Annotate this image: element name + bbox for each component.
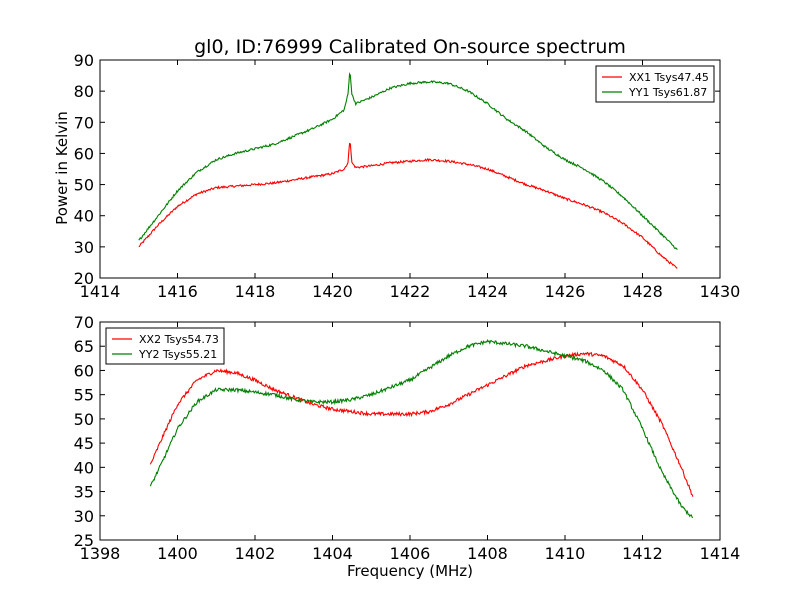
legend: XX2 Tsys54.73 YY2 Tsys55.21 (105, 327, 225, 365)
series-line-2 (149, 338, 694, 519)
x-tick-label: 1414 (80, 282, 121, 301)
y-tick-label: 40 (74, 207, 94, 226)
y-tick-label: 30 (74, 238, 94, 257)
y-tick-label: 50 (74, 410, 94, 429)
x-tick-label: 1416 (157, 282, 198, 301)
y-tick-label: 20 (74, 269, 94, 288)
x-tick-label: 1428 (622, 282, 663, 301)
series-line-2 (138, 72, 678, 251)
y-axis-label: Power in Kelvin (53, 111, 71, 225)
x-tick-label: 1402 (235, 544, 276, 563)
y-tick-label: 70 (74, 113, 94, 132)
y-tick-label: 80 (74, 82, 94, 101)
series-line-1 (149, 351, 694, 497)
x-tick-label: 1410 (545, 544, 586, 563)
x-tick-label: 1430 (700, 282, 741, 301)
y-tick-label: 40 (74, 458, 94, 477)
x-tick-label: 1424 (467, 282, 508, 301)
legend-entry: XX1 Tsys47.45 (629, 71, 709, 84)
y-tick-label: 50 (74, 176, 94, 195)
y-tick-label: 60 (74, 144, 94, 163)
x-tick-label: 1422 (390, 282, 431, 301)
x-tick-label: 1398 (80, 544, 121, 563)
legend-box (595, 65, 715, 103)
chart-title: gl0, ID:76999 Calibrated On-source spect… (194, 36, 626, 58)
y-tick-label: 70 (74, 313, 94, 332)
legend-box (105, 327, 225, 365)
y-tick-label: 65 (74, 337, 94, 356)
x-axis-label: Frequency (MHz) (347, 562, 473, 580)
legend-entry: YY1 Tsys61.87 (628, 86, 707, 99)
x-tick-label: 1400 (157, 544, 198, 563)
y-tick-label: 35 (74, 483, 94, 502)
series-line-1 (138, 142, 678, 269)
legend-entry: XX2 Tsys54.73 (139, 333, 219, 346)
legend-entry: YY2 Tsys55.21 (138, 348, 217, 361)
x-tick-label: 1414 (700, 544, 741, 563)
bottom-spectrum-panel: 1398 1400 1402 1404 1406 1408 1410 1412 1414 25 30… (74, 313, 741, 563)
x-tick-label: 1404 (312, 544, 353, 563)
x-tick-label: 1408 (467, 544, 508, 563)
x-tick-label: 1420 (312, 282, 353, 301)
y-tick-label: 45 (74, 434, 94, 453)
top-spectrum-panel: 1414 1416 1418 1420 1422 1424 1426 1428 1430 20 30… (74, 51, 741, 301)
x-tick-label: 1426 (545, 282, 586, 301)
x-tick-label: 1418 (235, 282, 276, 301)
x-tick-label: 1412 (622, 544, 663, 563)
y-tick-label: 30 (74, 507, 94, 526)
y-tick-label: 25 (74, 531, 94, 550)
y-tick-label: 60 (74, 361, 94, 380)
y-tick-label: 90 (74, 51, 94, 70)
legend: XX1 Tsys47.45 YY1 Tsys61.87 (595, 65, 715, 103)
y-tick-label: 55 (74, 386, 94, 405)
x-tick-label: 1406 (390, 544, 431, 563)
